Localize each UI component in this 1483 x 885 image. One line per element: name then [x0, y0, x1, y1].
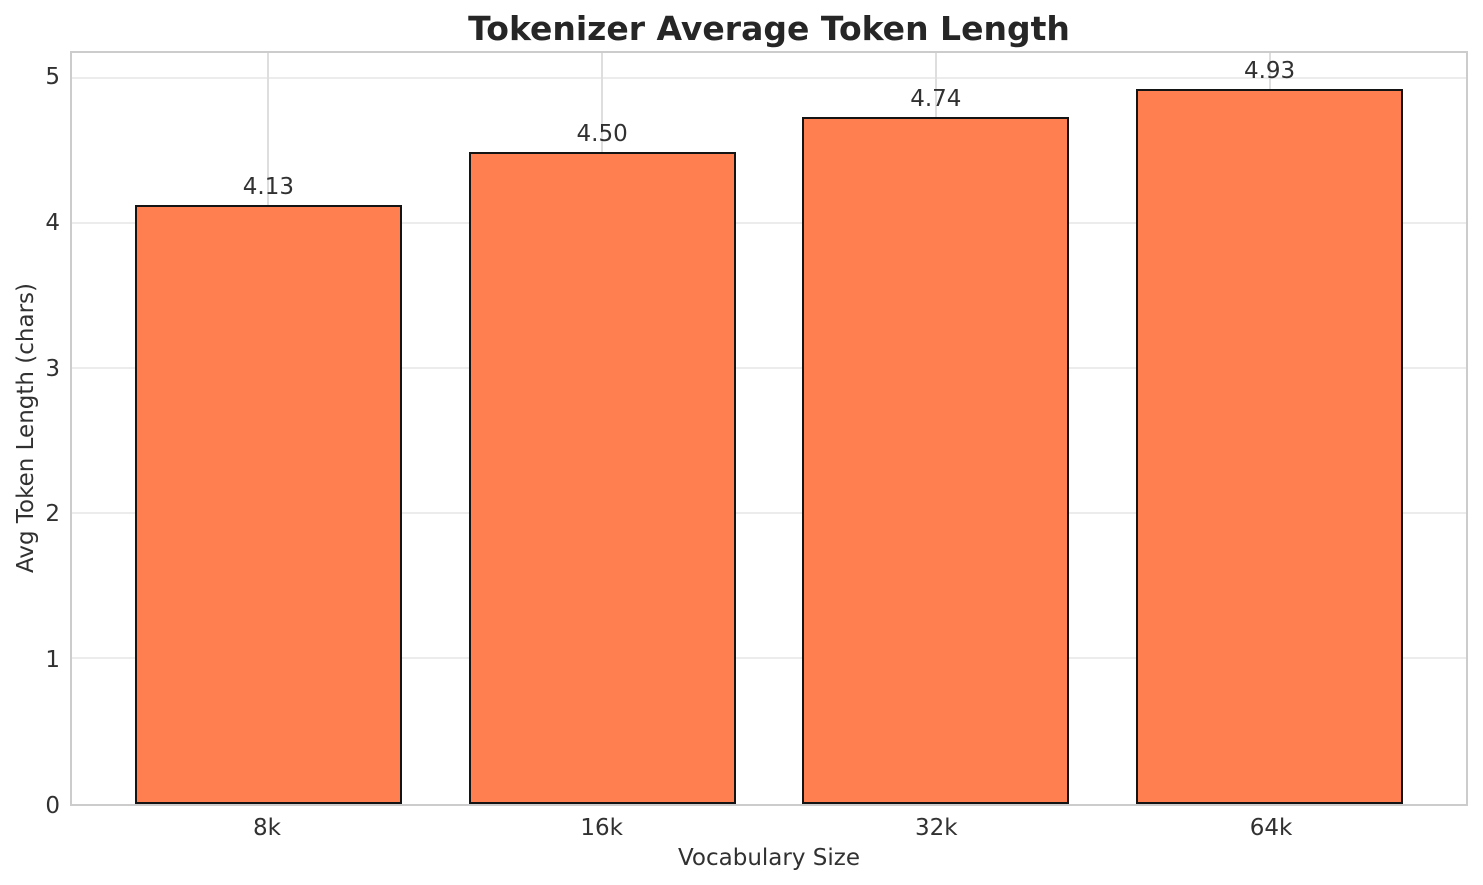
bar	[802, 116, 1070, 804]
y-axis-label: Avg Token Length (chars)	[13, 282, 39, 574]
bar	[468, 151, 736, 804]
y-tick-label: 1	[45, 647, 60, 674]
y-gridline	[72, 222, 1466, 225]
y-tick-label: 5	[45, 64, 60, 91]
x-axis-label: Vocabulary Size	[677, 845, 860, 871]
y-tick-label: 3	[45, 355, 60, 382]
y-tick-label: 0	[45, 793, 60, 819]
y-gridline	[72, 77, 1466, 80]
plot-area: 4.13 4.50 4.74 4.93	[70, 51, 1468, 806]
bar-value-label: 4.74	[910, 85, 962, 112]
x-tick-label: 8k	[252, 815, 281, 841]
chart-title: Tokenizer Average Token Length	[468, 9, 1070, 48]
bar	[1136, 89, 1404, 804]
y-tick-label: 4	[45, 209, 60, 236]
y-gridline	[72, 367, 1466, 370]
bar-value-label: 4.93	[1243, 58, 1296, 85]
y-tick-label: 2	[45, 501, 60, 528]
y-gridline	[72, 657, 1466, 660]
x-tick-label: 32k	[915, 815, 958, 841]
x-tick-label: 16k	[580, 815, 623, 841]
bar	[134, 205, 402, 804]
x-tick-label: 64k	[1249, 815, 1293, 841]
bar-value-label: 4.50	[576, 120, 628, 147]
bar-value-label: 4.13	[242, 174, 294, 201]
y-gridline	[72, 512, 1466, 515]
